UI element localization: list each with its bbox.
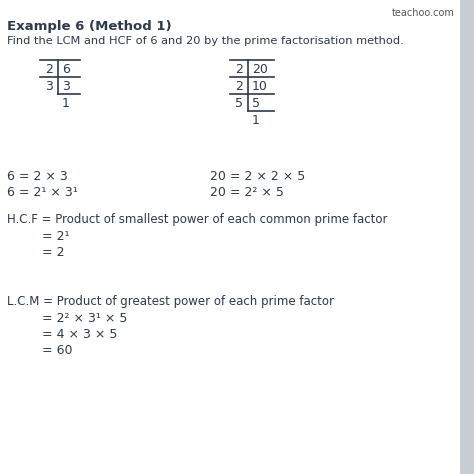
Text: 20 = 2 × 2 × 5: 20 = 2 × 2 × 5 xyxy=(210,170,305,183)
Text: 6 = 2 × 3: 6 = 2 × 3 xyxy=(7,170,68,183)
Text: 10: 10 xyxy=(252,80,268,93)
Text: teachoo.com: teachoo.com xyxy=(392,8,455,18)
Text: 1: 1 xyxy=(62,97,70,110)
Text: = 2² × 3¹ × 5: = 2² × 3¹ × 5 xyxy=(42,312,128,325)
Text: 20: 20 xyxy=(252,63,268,76)
Text: Example 6 (Method 1): Example 6 (Method 1) xyxy=(7,20,172,33)
Text: = 2¹: = 2¹ xyxy=(42,230,70,243)
Text: 6 = 2¹ × 3¹: 6 = 2¹ × 3¹ xyxy=(7,186,78,199)
Text: 5: 5 xyxy=(252,97,260,110)
Text: 1: 1 xyxy=(252,114,260,127)
Text: = 4 × 3 × 5: = 4 × 3 × 5 xyxy=(42,328,118,341)
Text: 2: 2 xyxy=(45,63,53,76)
Text: 6: 6 xyxy=(62,63,70,76)
Text: H.C.F = Product of smallest power of each common prime factor: H.C.F = Product of smallest power of eac… xyxy=(7,213,388,226)
Text: = 60: = 60 xyxy=(42,344,73,357)
Text: 3: 3 xyxy=(45,80,53,93)
Text: Find the LCM and HCF of 6 and 20 by the prime factorisation method.: Find the LCM and HCF of 6 and 20 by the … xyxy=(7,36,404,46)
Text: L.C.M = Product of greatest power of each prime factor: L.C.M = Product of greatest power of eac… xyxy=(7,295,334,308)
Text: 5: 5 xyxy=(235,97,243,110)
Text: 20 = 2² × 5: 20 = 2² × 5 xyxy=(210,186,284,199)
Bar xyxy=(460,0,474,474)
Text: 2: 2 xyxy=(235,80,243,93)
Text: = 2: = 2 xyxy=(42,246,64,259)
Text: 2: 2 xyxy=(235,63,243,76)
Text: 3: 3 xyxy=(62,80,70,93)
